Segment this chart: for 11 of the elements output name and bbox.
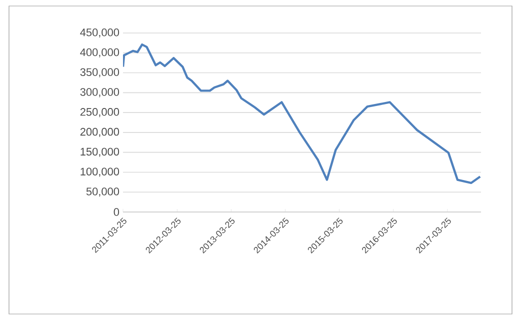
y-tick-label: 200,000 xyxy=(80,128,120,137)
y-tick-label: 450,000 xyxy=(80,28,120,38)
y-tick-label: 350,000 xyxy=(80,68,120,78)
y-tick-label: 50,000 xyxy=(86,188,120,197)
y-tick-label: 250,000 xyxy=(80,108,120,118)
y-tick-label: 0 xyxy=(114,208,120,216)
y-tick-label: 100,000 xyxy=(80,168,120,177)
line-series xyxy=(123,43,482,184)
y-tick-label: 150,000 xyxy=(80,148,120,157)
y-tick-label: 400,000 xyxy=(80,48,120,58)
y-tick-label: 300,000 xyxy=(80,88,120,98)
